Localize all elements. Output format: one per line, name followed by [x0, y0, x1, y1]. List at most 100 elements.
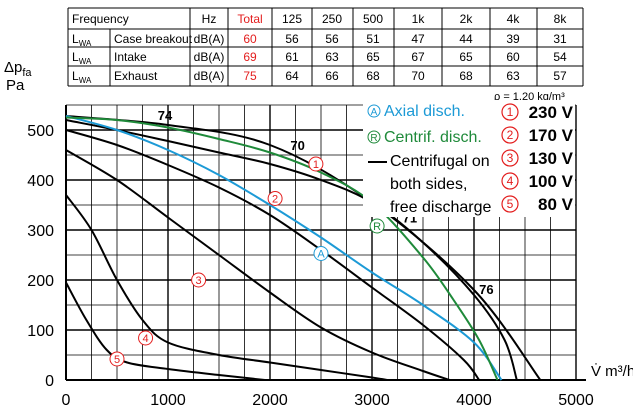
legend: A Axial disch. R Centrif. disch. Centrif… [363, 100, 575, 217]
table-cell: 57 [553, 69, 567, 83]
table-cell: dB(A) [194, 69, 225, 83]
table-cell-total: 75 [243, 69, 257, 83]
table-cell: 70 [411, 69, 425, 83]
curve-5 [65, 282, 266, 381]
y-tick-label: 100 [27, 323, 54, 340]
x-tick-label: 5000 [558, 392, 594, 409]
speed-symbol [501, 126, 519, 144]
curve-label: 76 [479, 282, 493, 297]
table-row-name: Exhaust [114, 69, 158, 83]
x-tick-label: 4000 [456, 392, 492, 409]
marker-circle-3 [191, 272, 207, 288]
table-header-cell: 500 [363, 12, 383, 26]
curve-label: 70 [290, 138, 304, 153]
marker-label-1: 1 [313, 159, 319, 171]
centrif-legend-label: Centrif. disch. [384, 129, 482, 146]
performance-curves [65, 115, 542, 381]
table-header-cell: 1k [412, 12, 426, 26]
table-cell: 56 [325, 32, 339, 46]
table-cell: 63 [506, 69, 520, 83]
table-cell: 68 [366, 69, 380, 83]
table-cell: 68 [459, 69, 473, 83]
table-cell: 66 [325, 69, 339, 83]
speed-symbol [501, 195, 519, 213]
both-sides-line-1: Centrifugal on [390, 153, 490, 170]
curve-2 [65, 129, 480, 381]
speed-label: 130 V [529, 149, 574, 168]
table-cell: dB(A) [194, 32, 225, 46]
marker-circle-R [369, 218, 385, 234]
both-sides-line-3: free discharge [390, 199, 491, 216]
marker-label-2: 2 [272, 194, 278, 206]
table-cell: 47 [411, 32, 425, 46]
speed-symbol [501, 172, 519, 190]
table-row-symbol: LWA [72, 50, 92, 66]
table-header-cell: 2k [460, 12, 474, 26]
y-axis-label: Δpfa [4, 59, 32, 79]
x-tick-label: 0 [62, 392, 71, 409]
marker-circle-1 [308, 156, 324, 172]
y-axis-unit: Pa [6, 77, 25, 94]
marker-label-5: 5 [114, 354, 120, 366]
table-header-cell: Hz [202, 12, 217, 26]
marker-label-R: R [373, 221, 381, 233]
marker-label-4: 4 [142, 333, 148, 345]
marker-label-3: 3 [196, 275, 202, 287]
y-tick-label: 0 [45, 373, 54, 390]
centrif-symbol-letter: R [370, 133, 377, 144]
y-tick-label: 300 [27, 223, 54, 240]
y-tick-label: 500 [27, 123, 54, 140]
speed-number: 5 [507, 197, 514, 211]
table-header-cell: 250 [322, 12, 342, 26]
axial-symbol [367, 104, 381, 118]
table-cell-total: 69 [243, 50, 257, 64]
marker-label-A: A [317, 249, 325, 261]
curve-3 [65, 149, 450, 381]
table-cell: 39 [506, 32, 520, 46]
marker-circle-4 [138, 330, 154, 346]
table-row-symbol: LWA [72, 32, 92, 48]
marker-circle-5 [109, 351, 125, 367]
speed-symbol [501, 103, 519, 121]
table-header-cell: 8k [554, 12, 568, 26]
speed-label: 170 V [529, 126, 574, 145]
curve-R [65, 116, 499, 381]
curve-markers: 1 2 3 4 5 A R [109, 156, 385, 367]
table-cell: 31 [553, 32, 567, 46]
speed-label: 80 V [538, 195, 574, 214]
speed-list: 1 230 V 2 170 V 3 130 V 4 100 V 5 80 V [501, 103, 574, 214]
table-header-cell: Total [237, 12, 262, 26]
table-cell: 54 [553, 50, 567, 64]
speed-number: 1 [507, 105, 514, 119]
marker-circle-A [313, 246, 329, 261]
x-axis-label: V̇ m³/h [591, 363, 633, 380]
table-row-name: Case breakout [114, 32, 193, 46]
table-cell-total: 60 [243, 32, 257, 46]
axial-symbol-letter: A [371, 107, 378, 118]
speed-number: 4 [507, 174, 514, 188]
x-tick-label: 1000 [150, 392, 186, 409]
axis-tick-labels: 0 1000 2000 3000 4000 5000 0 100 200 300 400 500 [27, 123, 594, 409]
table-cell: 51 [366, 32, 380, 46]
speed-number: 2 [507, 128, 514, 142]
speed-label: 230 V [529, 103, 574, 122]
y-tick-label: 400 [27, 173, 54, 190]
outer-envelope-curve [65, 115, 542, 381]
table-header-cell: 4k [507, 12, 521, 26]
table-cell: dB(A) [194, 50, 225, 64]
marker-circle-2 [267, 191, 283, 206]
speed-label: 100 V [529, 172, 574, 191]
sound-data-table: Frequency Hz Total 125 250 500 1k 2k 4k 8k LWA Case… [67, 7, 584, 87]
table-cell: 60 [506, 50, 520, 64]
centrif-symbol [367, 130, 381, 144]
legend-background [363, 100, 575, 217]
curve-4 [65, 194, 388, 381]
both-sides-line-2: both sides, [390, 176, 467, 193]
table-cell: 65 [366, 50, 380, 64]
table-cells: Frequency Hz Total 125 250 500 1k 2k 4k 8k LWA Case… [72, 12, 567, 85]
table-cell: 65 [459, 50, 473, 64]
speed-number: 3 [507, 151, 514, 165]
axial-legend-label: Axial disch. [384, 103, 465, 120]
